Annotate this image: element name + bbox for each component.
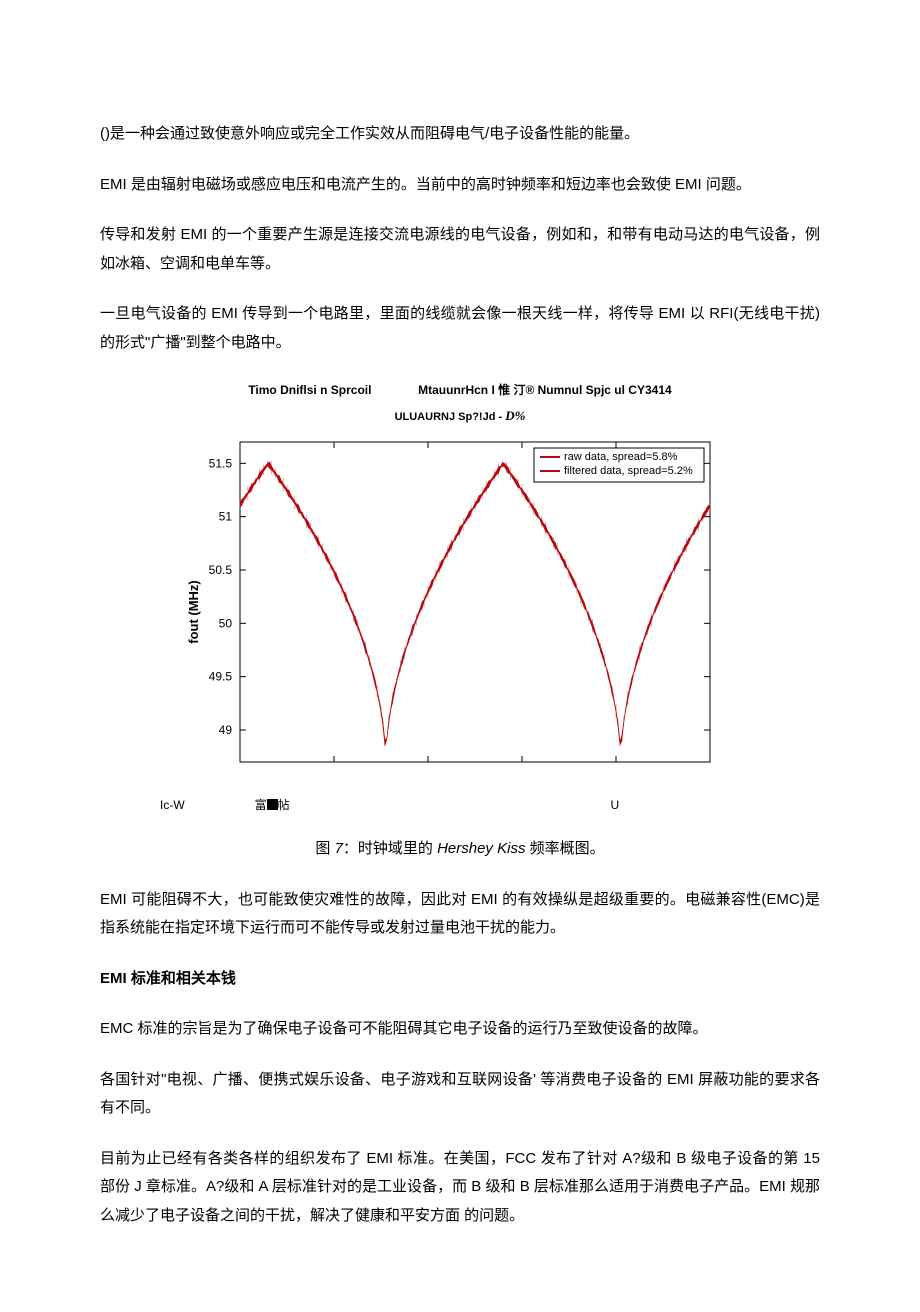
caption-italic: Hershey Kiss xyxy=(437,840,525,857)
bottom-label-mid: 富帖 xyxy=(255,794,290,817)
black-square-icon xyxy=(267,799,278,810)
y-axis-ticks: 49 49.5 50 50.5 51 51.5 xyxy=(209,457,710,738)
bottom-label-right: U xyxy=(290,794,780,817)
section-heading: EMI 标准和相关本钱 xyxy=(100,965,820,994)
paragraph: ()是一种会通过致使意外响应或完全工作实效从而阻碍电气/电子设备性能的能量。 xyxy=(100,120,820,149)
bottom-mid-after: 帖 xyxy=(278,798,290,812)
svg-text:50: 50 xyxy=(219,617,233,631)
chart-title-right: MtauunrHcn I 惟 汀® Numnul Spjc ul CY3414 xyxy=(418,383,672,397)
caption-suffix: 频率概图。 xyxy=(525,840,604,857)
svg-text:49: 49 xyxy=(219,723,233,737)
svg-text:51: 51 xyxy=(219,510,233,524)
paragraph: 各国针对"电视、广播、便携式娱乐设备、电子游戏和互联网设备' 等消费电子设备的 … xyxy=(100,1066,820,1123)
chart-series xyxy=(240,462,710,747)
svg-text:50.5: 50.5 xyxy=(209,563,233,577)
chart-title: Timo Dniflsi n Sprcoil MtauunrHcn I 惟 汀®… xyxy=(100,379,820,402)
paragraph: EMI 是由辐射电磁场或感应电压和电流产生的。当前中的高时钟频率和短边率也会致使… xyxy=(100,171,820,200)
caption-number: 7 xyxy=(335,840,343,857)
paragraph: EMC 标准的宗旨是为了确保电子设备可不能阻碍其它电子设备的运行乃至致使设备的故… xyxy=(100,1015,820,1044)
plot-border xyxy=(240,442,710,762)
bottom-label-left: Ic-W xyxy=(160,794,185,817)
chart-title-left: Timo Dniflsi n Sprcoil xyxy=(248,383,371,397)
svg-text:filtered data, spread=5.2%: filtered data, spread=5.2% xyxy=(564,465,693,477)
chart-bottom-labels: Ic-W 富帖 U xyxy=(100,794,820,817)
svg-text:raw data, spread=5.8%: raw data, spread=5.8% xyxy=(564,451,678,463)
svg-text:49.5: 49.5 xyxy=(209,670,233,684)
paragraph: 目前为止已经有各类各样的组织发布了 EMI 标准。在美国，FCC 发布了针对 A… xyxy=(100,1145,820,1231)
figure: Timo Dniflsi n Sprcoil MtauunrHcn I 惟 汀®… xyxy=(100,379,820,864)
chart-svg: 49 49.5 50 50.5 51 51.5 fout (MHz) raw data, … xyxy=(180,432,740,792)
paragraph: 一旦电气设备的 EMI 传导到一个电路里，里面的线缆就会像一根天线一样，将传导 … xyxy=(100,300,820,357)
document-page: ()是一种会通过致使意外响应或完全工作实效从而阻碍电气/电子设备性能的能量。 E… xyxy=(0,0,920,1312)
x-axis-ticks xyxy=(240,442,710,762)
caption-prefix: 图 xyxy=(315,840,334,857)
chart-subtitle-prefix: ULUAURNJ Sp?!Jd - xyxy=(395,411,506,423)
chart-container: 49 49.5 50 50.5 51 51.5 fout (MHz) raw data, … xyxy=(180,432,740,792)
bottom-mid-before: 富 xyxy=(255,798,267,812)
paragraph: EMI 可能阻碍不大，也可能致使灾难性的故障，因此对 EMI 的有效操纵是超级重… xyxy=(100,886,820,943)
chart-subtitle-italic: D% xyxy=(505,408,525,423)
caption-mid: ：时钟域里的 xyxy=(343,840,437,857)
svg-text:51.5: 51.5 xyxy=(209,457,233,471)
chart-legend: raw data, spread=5.8% filtered data, spre… xyxy=(534,448,704,482)
paragraph: 传导和发射 EMI 的一个重要产生源是连接交流电源线的电气设备，例如和，和带有电… xyxy=(100,221,820,278)
figure-caption: 图 7：时钟域里的 Hershey Kiss 频率概图。 xyxy=(100,835,820,864)
chart-subtitle: ULUAURNJ Sp?!Jd - D% xyxy=(100,404,820,429)
y-axis-label: fout (MHz) xyxy=(186,581,201,645)
